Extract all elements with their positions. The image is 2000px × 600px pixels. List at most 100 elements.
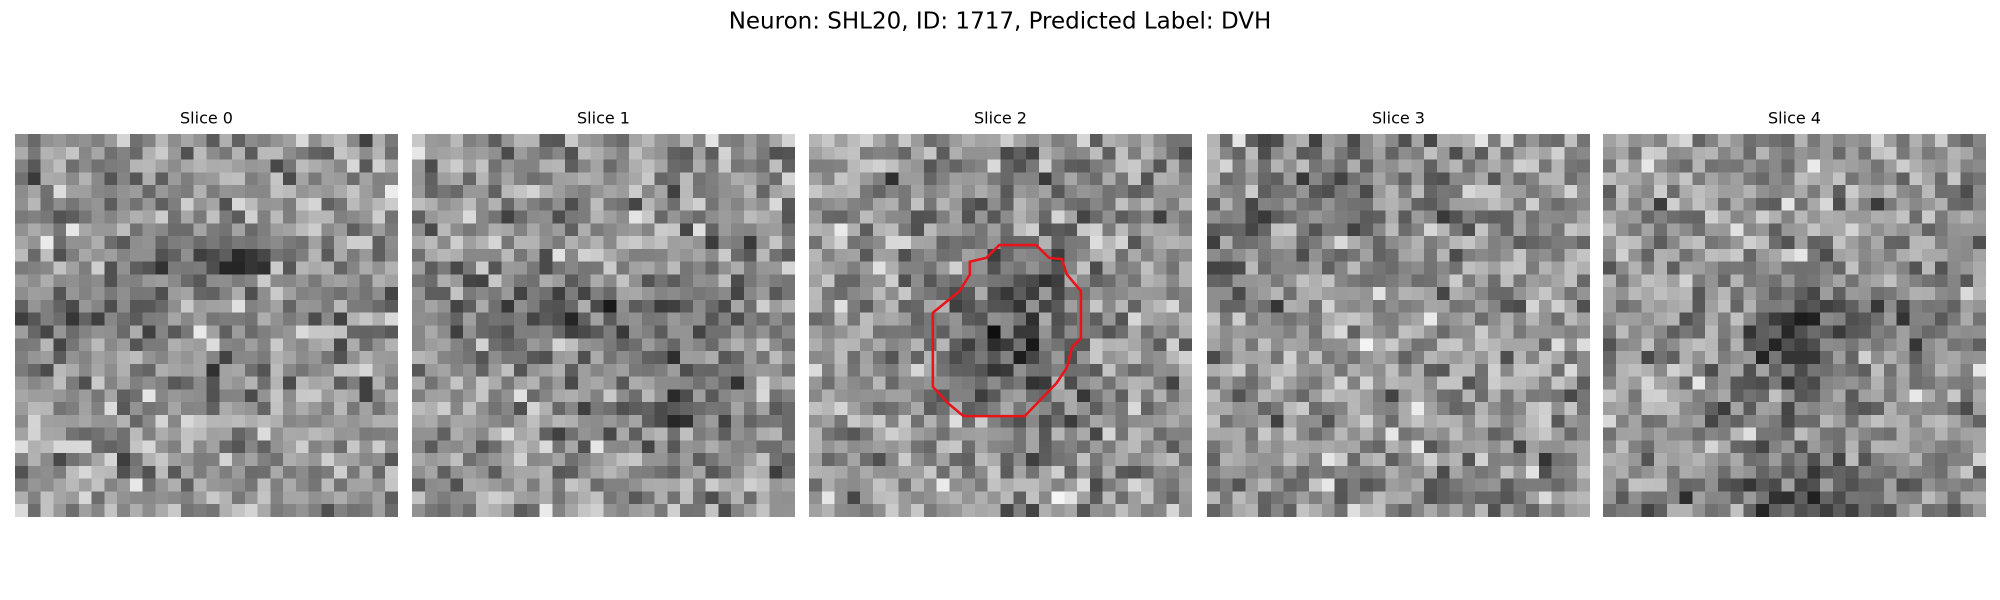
pixel xyxy=(1153,299,1167,314)
pixel xyxy=(1679,146,1693,160)
pixel xyxy=(1973,351,1986,365)
pixel xyxy=(1347,351,1361,365)
pixel xyxy=(705,504,719,517)
pixel xyxy=(782,504,795,517)
pixel xyxy=(1475,236,1489,250)
pixel xyxy=(321,172,335,186)
pixel xyxy=(1245,402,1259,416)
pixel xyxy=(1283,491,1297,505)
pixel xyxy=(1166,414,1180,429)
pixel xyxy=(1832,453,1846,467)
pixel xyxy=(1372,504,1387,517)
pixel xyxy=(1692,440,1706,454)
pixel xyxy=(1436,491,1450,505)
pixel xyxy=(1038,478,1052,492)
pixel xyxy=(142,299,156,314)
pixel xyxy=(923,134,938,148)
pixel xyxy=(1551,210,1565,224)
pixel xyxy=(1538,159,1553,173)
pixel xyxy=(1781,389,1795,403)
pixel xyxy=(488,338,502,352)
pixel xyxy=(219,363,233,377)
pixel xyxy=(1909,287,1923,301)
pixel xyxy=(847,351,861,365)
pixel xyxy=(1513,376,1527,390)
pixel xyxy=(1245,363,1259,377)
pixel xyxy=(91,389,105,403)
pixel xyxy=(1756,504,1770,517)
pixel xyxy=(1947,376,1961,390)
pixel xyxy=(1089,351,1104,365)
pixel xyxy=(1321,325,1336,339)
pixel xyxy=(385,325,398,339)
pixel xyxy=(1922,248,1936,263)
pixel xyxy=(346,248,361,263)
pixel xyxy=(1232,414,1246,429)
pixel xyxy=(168,440,182,454)
pixel xyxy=(962,223,976,237)
pixel xyxy=(1883,274,1898,288)
pixel xyxy=(705,389,719,403)
pixel xyxy=(1258,159,1272,173)
pixel xyxy=(1385,491,1399,505)
pixel xyxy=(923,299,938,314)
pixel xyxy=(1526,351,1540,365)
pixel xyxy=(743,325,758,339)
pixel xyxy=(898,338,912,352)
pixel xyxy=(308,185,322,199)
pixel xyxy=(1013,236,1027,250)
pixel xyxy=(53,312,67,326)
pixel xyxy=(1487,453,1502,467)
pixel xyxy=(359,376,373,390)
pixel xyxy=(283,312,297,326)
pixel xyxy=(91,440,105,454)
pixel xyxy=(1666,427,1680,441)
pixel xyxy=(731,185,745,199)
pixel xyxy=(1820,504,1834,517)
pixel xyxy=(346,146,361,160)
pixel xyxy=(1219,465,1233,480)
pixel xyxy=(1089,248,1104,263)
pixel xyxy=(616,236,630,250)
pixel xyxy=(911,325,925,339)
pixel xyxy=(1641,402,1655,416)
pixel xyxy=(1321,261,1336,275)
pixel xyxy=(577,274,592,288)
pixel xyxy=(168,146,182,160)
pixel xyxy=(603,376,617,390)
pixel xyxy=(1705,363,1719,377)
pixel xyxy=(1845,146,1859,160)
pixel xyxy=(616,491,630,505)
pixel xyxy=(1334,134,1348,148)
pixel xyxy=(1730,351,1744,365)
pixel xyxy=(1385,248,1399,263)
pixel xyxy=(1666,389,1680,403)
pixel xyxy=(872,453,886,467)
pixel xyxy=(1922,312,1936,326)
pixel xyxy=(78,172,92,186)
pixel xyxy=(1038,159,1052,173)
pixel xyxy=(718,287,732,301)
pixel xyxy=(1666,478,1680,492)
pixel xyxy=(629,414,643,429)
pixel xyxy=(872,402,886,416)
pixel xyxy=(1089,223,1104,237)
pixel xyxy=(1051,440,1065,454)
pixel xyxy=(526,402,541,416)
pixel xyxy=(1179,338,1192,352)
pixel xyxy=(475,402,489,416)
pixel xyxy=(1064,376,1078,390)
pixel xyxy=(1219,402,1233,416)
pixel xyxy=(1309,185,1323,199)
pixel xyxy=(1909,172,1923,186)
pixel xyxy=(1475,159,1489,173)
pixel xyxy=(514,159,528,173)
pixel xyxy=(1845,453,1859,467)
pixel xyxy=(1551,185,1565,199)
pixel xyxy=(1153,504,1167,517)
pixel xyxy=(718,376,732,390)
pixel xyxy=(1115,363,1129,377)
pixel xyxy=(1309,414,1323,429)
pixel xyxy=(641,504,655,517)
pixel xyxy=(1219,185,1233,199)
